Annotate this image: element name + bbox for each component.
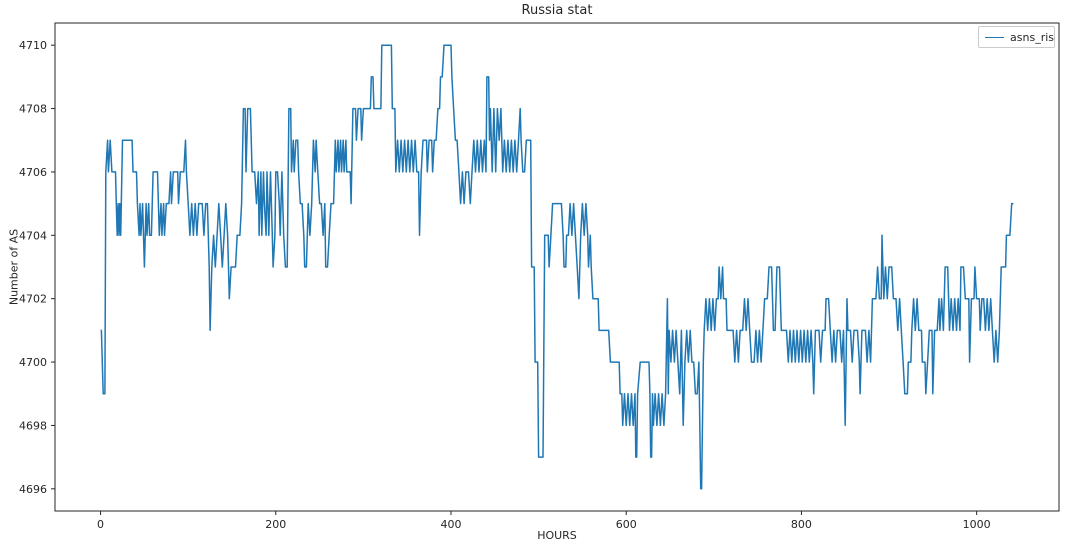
- x-tick-label: 400: [440, 518, 461, 531]
- y-tick-label: 4706: [19, 166, 47, 179]
- y-axis-label: Number of AS: [7, 228, 21, 306]
- y-tick-label: 4700: [19, 356, 47, 369]
- x-tick-label: 800: [791, 518, 812, 531]
- x-tick-label: 0: [97, 518, 104, 531]
- series-line-asns_ris: [100, 44, 1014, 490]
- legend-label: asns_ris: [1010, 30, 1054, 44]
- legend-line-sample: [985, 36, 1005, 38]
- x-tick-label: 1000: [963, 518, 991, 531]
- y-tick-label: 4704: [19, 229, 47, 242]
- y-tick-label: 4696: [19, 483, 47, 496]
- x-tick-label: 600: [616, 518, 637, 531]
- chart-title: Russia stat: [521, 3, 593, 18]
- y-tick-label: 4702: [19, 293, 47, 306]
- legend: asns_ris: [978, 26, 1055, 48]
- x-tick-label: 200: [265, 518, 286, 531]
- y-tick-label: 4708: [19, 103, 47, 116]
- y-tick-label: 4698: [19, 419, 47, 432]
- y-tick-label: 4710: [19, 39, 47, 52]
- plot-border: [54, 22, 1060, 512]
- x-axis-label: HOURS: [537, 529, 577, 542]
